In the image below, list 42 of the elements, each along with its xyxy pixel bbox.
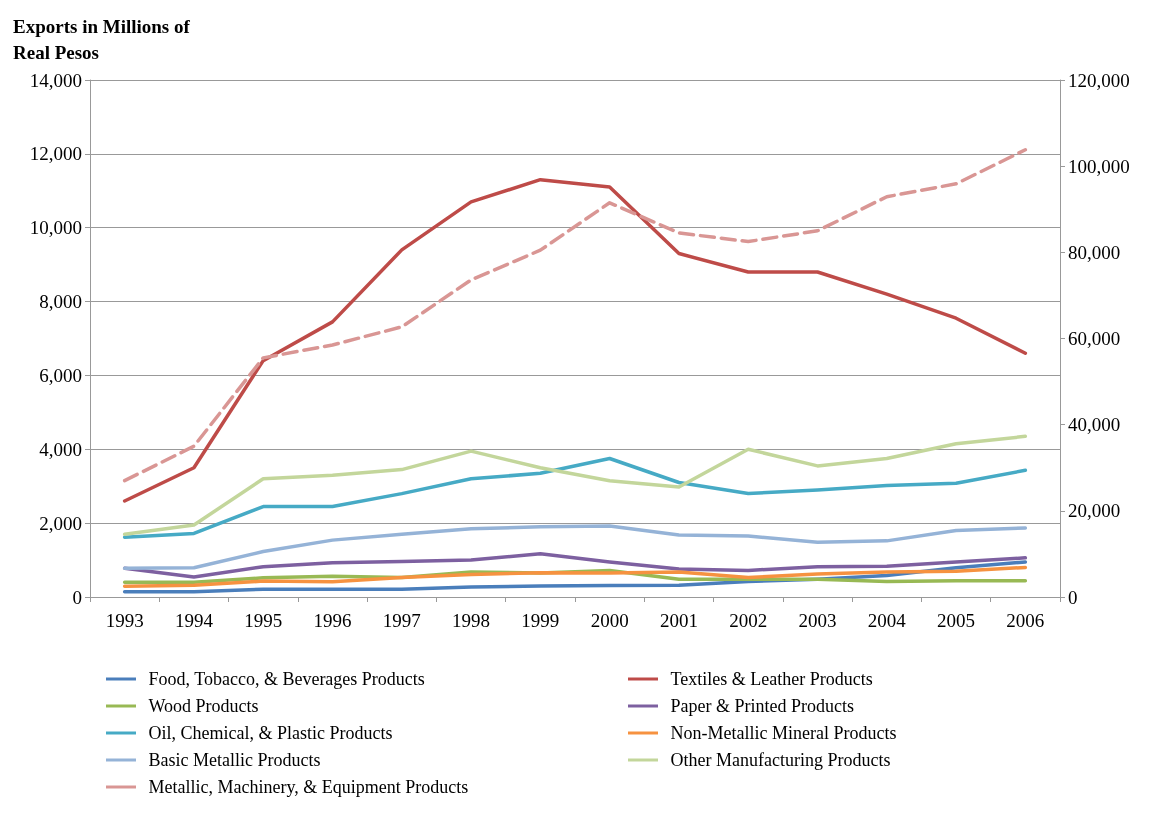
x-tick-label: 2003 (798, 610, 837, 631)
x-tick-label: 2004 (867, 610, 907, 631)
x-tick-label: 1998 (452, 610, 491, 631)
x-tick-label: 1996 (313, 610, 352, 631)
x-tick-label: 2005 (937, 610, 976, 631)
legend-label: Other Manufacturing Products (670, 750, 891, 770)
x-tick-label: 1994 (174, 610, 214, 631)
y2-tick-label: 20,000 (1068, 500, 1121, 522)
legend-label: Food, Tobacco, & Beverages Products (148, 669, 425, 689)
x-tick-label: 1995 (244, 610, 283, 631)
legend-label: Oil, Chemical, & Plastic Products (148, 723, 393, 743)
y-tick-label: 12,000 (29, 143, 82, 165)
line-series (122, 524, 1028, 570)
legend-label: Textiles & Leather Products (670, 669, 873, 689)
y-tick-label: 2,000 (39, 512, 82, 534)
line-series (122, 434, 1028, 536)
x-tick-label: 2006 (1006, 610, 1045, 631)
x-tick-label: 1993 (105, 610, 144, 631)
y2-tick-label: 0 (1068, 586, 1078, 608)
legend-label: Non-Metallic Mineral Products (670, 723, 897, 743)
y-axis-title: Exports in Millions of Real Pesos (13, 15, 191, 63)
line-series (122, 456, 1028, 539)
y-tick-label: 10,000 (29, 217, 82, 239)
y2-tick-label: 120,000 (1068, 69, 1130, 91)
y-tick-label: 14,000 (29, 69, 82, 91)
y2-tick-label: 40,000 (1068, 414, 1121, 436)
y-tick-label: 8,000 (39, 291, 82, 313)
y2-tick-label: 60,000 (1068, 328, 1121, 349)
y-tick-label: 6,000 (39, 364, 82, 386)
x-tick-label: 2002 (729, 610, 768, 631)
legend-label: Wood Products (148, 696, 259, 716)
x-tick-label: 2000 (590, 610, 629, 631)
legend-label: Basic Metallic Products (148, 750, 321, 770)
y2-tick-label: 80,000 (1068, 241, 1121, 263)
x-tick-label: 1997 (382, 610, 421, 631)
legend-label: Paper & Printed Products (670, 696, 854, 716)
y2-tick-label: 100,000 (1068, 155, 1130, 177)
y-tick-label: 0 (72, 586, 82, 608)
x-tick-label: 2001 (659, 610, 698, 631)
legend-label: Metallic, Machinery, & Equipment Products (148, 777, 469, 797)
x-tick-label: 1999 (521, 610, 560, 631)
y-tick-label: 4,000 (39, 438, 82, 460)
